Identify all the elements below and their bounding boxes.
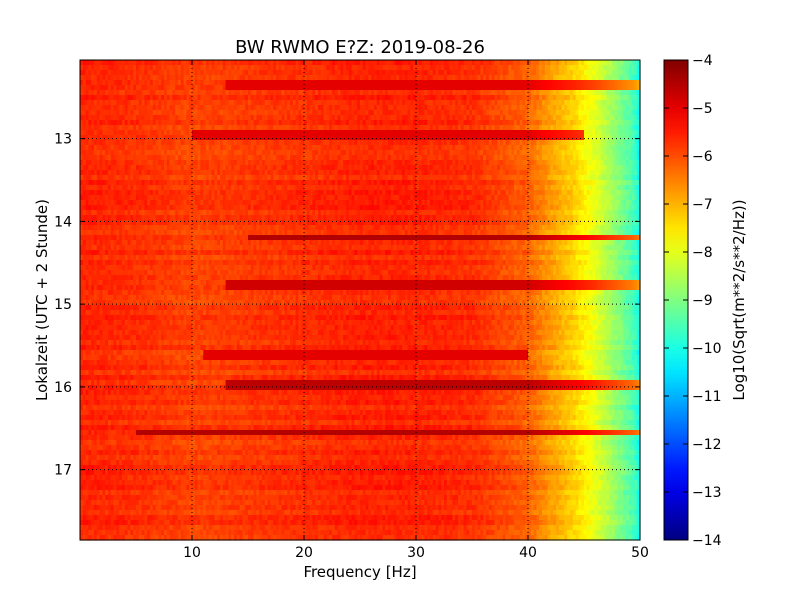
- chart-title: BW RWMO E?Z: 2019-08-26: [235, 37, 485, 58]
- heatmap: [80, 60, 641, 541]
